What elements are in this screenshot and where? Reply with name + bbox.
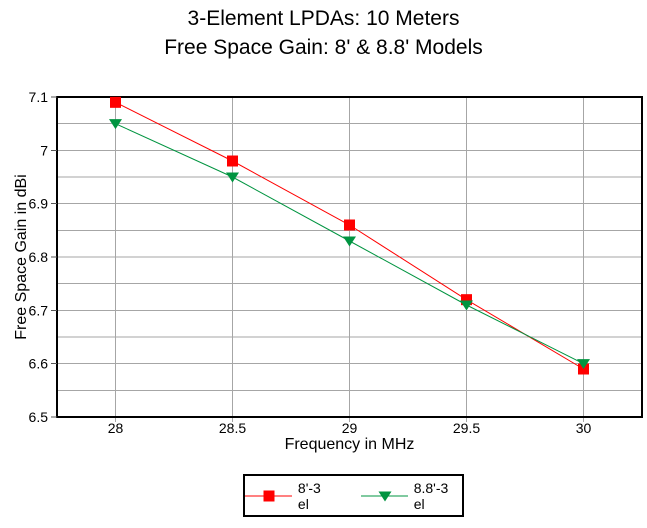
data-point-marker — [461, 294, 472, 306]
data-point-marker — [109, 119, 122, 130]
triangle-down-marker-icon — [378, 491, 392, 501]
chart-subtitle: Free Space Gain: 8' & 8.8' Models — [164, 36, 483, 59]
legend-item: 8.8'-3 el — [360, 479, 462, 512]
y-tick-label: 6.7 — [29, 302, 49, 318]
x-tick-label: 30 — [576, 420, 592, 436]
data-point-marker — [110, 96, 121, 108]
legend-marker-swatch — [245, 490, 292, 501]
y-tick-label: 6.6 — [29, 356, 49, 372]
y-tick-label: 7 — [40, 142, 48, 158]
data-point-marker — [343, 236, 356, 247]
legend-marker-swatch — [360, 491, 408, 501]
data-point-marker — [226, 172, 239, 183]
legend-box: 8'-3 el 8.8'-3 el — [243, 474, 464, 517]
x-tick-label: 29.5 — [453, 420, 480, 436]
legend-label: 8.8'-3 el — [413, 479, 449, 512]
data-point-marker — [460, 300, 473, 311]
y-tick-label: 6.5 — [29, 409, 49, 425]
chart-title: 3-Element LPDAs: 10 Meters — [187, 7, 460, 30]
y-tick-label: 7.1 — [29, 89, 49, 105]
y-tick-label: 6.9 — [29, 196, 49, 212]
y-tick-label: 6.8 — [29, 249, 49, 265]
legend-item: 8'-3 el — [245, 480, 335, 512]
x-axis-label: Frequency in MHz — [284, 436, 415, 453]
x-tick-label: 28.5 — [219, 420, 246, 436]
chart-title-block: 3-Element LPDAs: 10 Meters Free Space Ga… — [0, 4, 647, 62]
y-axis-label: Free Space Gain in dBi — [13, 174, 30, 340]
x-tick-label: 29 — [342, 420, 358, 436]
legend-label: 8'-3 el — [297, 479, 321, 512]
data-point-marker — [577, 359, 590, 370]
data-point-marker — [344, 219, 355, 231]
x-tick-label: 28 — [108, 420, 124, 436]
data-point-marker — [227, 155, 238, 167]
square-marker-icon — [263, 490, 275, 501]
